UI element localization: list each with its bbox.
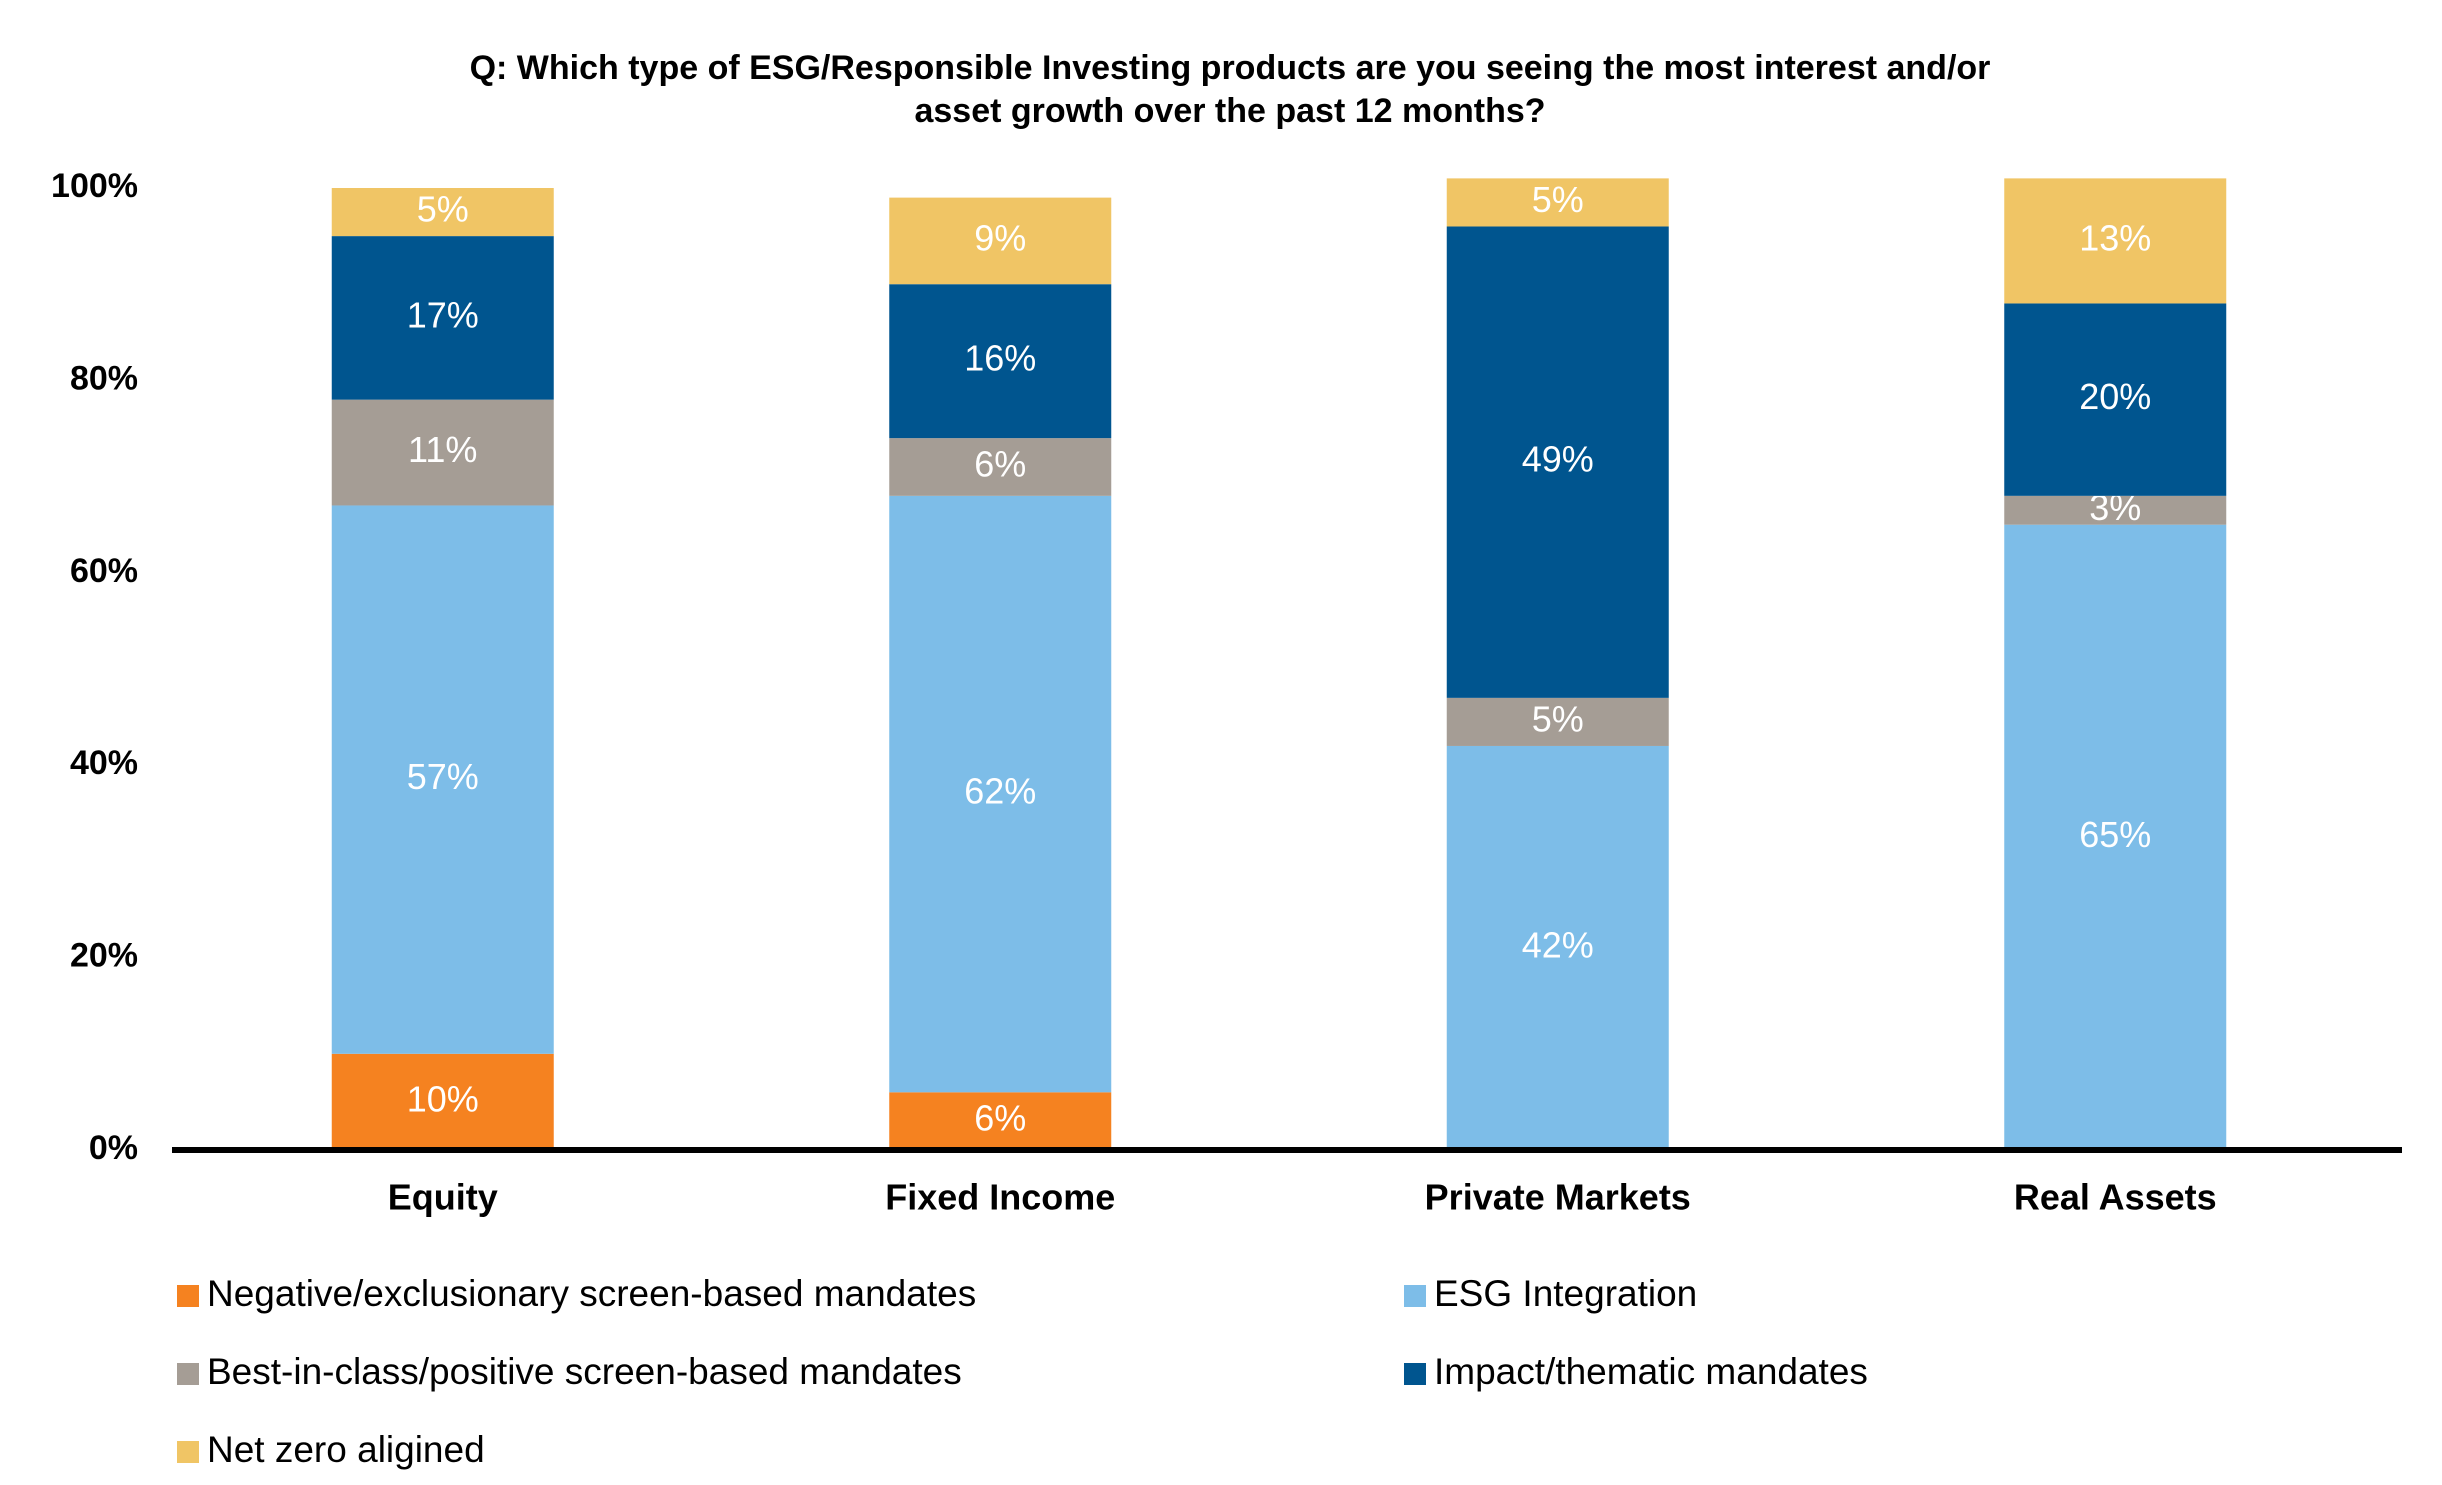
legend-label: Impact/thematic mandates xyxy=(1434,1351,1868,1392)
bar-segment xyxy=(1446,697,1669,746)
chart-title: Q: Which type of ESG/Responsible Investi… xyxy=(470,49,1991,87)
bar-segment xyxy=(2004,524,2227,1150)
legend-swatch xyxy=(1404,1285,1426,1307)
bar-segment xyxy=(889,284,1112,439)
legend-label: ESG Integration xyxy=(1434,1273,1697,1314)
legend-swatch xyxy=(177,1285,199,1307)
legend-label: Negative/exclusionary screen-based manda… xyxy=(207,1273,976,1314)
y-tick-label: 60% xyxy=(70,552,138,590)
legend-swatch xyxy=(177,1441,199,1463)
bar-segment xyxy=(331,236,554,400)
data-label: 5% xyxy=(1532,179,1584,220)
bar-segment xyxy=(331,1053,554,1150)
bar-segment xyxy=(2004,178,2227,304)
legend-swatch xyxy=(177,1363,199,1385)
bar-segment xyxy=(2004,495,2227,525)
x-tick-label: Fixed Income xyxy=(885,1177,1115,1218)
data-label: 10% xyxy=(407,1078,479,1119)
legend-swatch xyxy=(1404,1363,1426,1385)
bar-segment xyxy=(889,438,1112,496)
legend-label: Net zero aligined xyxy=(207,1429,485,1470)
data-label: 42% xyxy=(1522,924,1594,965)
bar-segment xyxy=(2004,303,2227,496)
data-label: 49% xyxy=(1522,439,1594,480)
y-tick-label: 40% xyxy=(70,744,138,782)
bar-segment xyxy=(331,399,554,506)
data-label: 62% xyxy=(964,771,1036,812)
bar-segment xyxy=(889,495,1112,1093)
y-tick-label: 100% xyxy=(51,167,138,205)
bar-segment xyxy=(331,505,554,1054)
data-label: 11% xyxy=(408,429,477,470)
data-label: 16% xyxy=(964,338,1036,379)
data-label: 5% xyxy=(1532,698,1584,739)
data-label: 9% xyxy=(974,217,1026,258)
y-tick-label: 20% xyxy=(70,937,138,975)
bar-segment xyxy=(1446,745,1669,1150)
y-tick-label: 0% xyxy=(89,1129,138,1167)
data-label: 17% xyxy=(407,294,479,335)
data-label: 6% xyxy=(974,443,1026,484)
chart-title: asset growth over the past 12 months? xyxy=(914,92,1545,130)
x-tick-label: Private Markets xyxy=(1425,1177,1691,1218)
data-label: 57% xyxy=(407,756,479,797)
legend-label: Best-in-class/positive screen-based mand… xyxy=(207,1351,962,1392)
y-tick-label: 80% xyxy=(70,359,138,397)
bar-segment xyxy=(1446,178,1669,227)
bar-segment xyxy=(1446,226,1669,698)
data-label: 6% xyxy=(974,1098,1026,1139)
data-label: 20% xyxy=(2079,376,2151,417)
data-label: 5% xyxy=(417,189,469,230)
data-label: 13% xyxy=(2079,217,2151,258)
bar-segment xyxy=(889,197,1112,285)
bar-segment xyxy=(331,188,554,237)
bar-segment xyxy=(889,1092,1112,1150)
data-label: 65% xyxy=(2079,814,2151,855)
x-tick-label: Real Assets xyxy=(2014,1177,2217,1218)
x-tick-label: Equity xyxy=(388,1177,498,1218)
